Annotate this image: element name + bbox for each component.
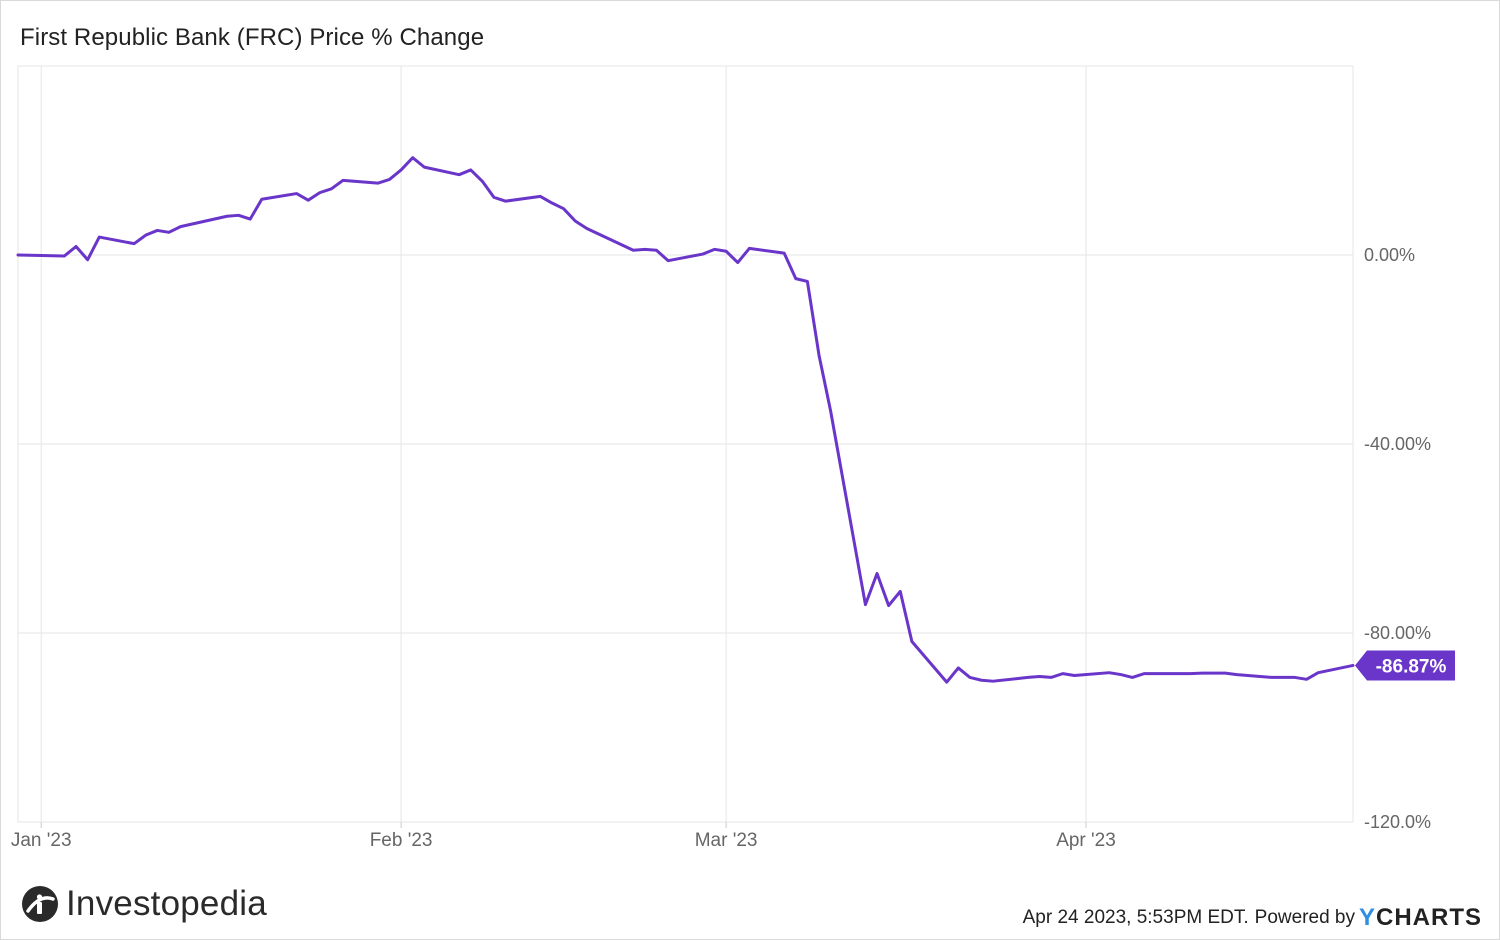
ycharts-logo-text: CHARTS	[1376, 904, 1482, 931]
investopedia-logo: Investopedia	[20, 882, 267, 926]
y-tick-label: 0.00%	[1364, 245, 1415, 265]
last-value-label: -86.87%	[1376, 656, 1447, 677]
y-tick-label: -80.00%	[1364, 623, 1431, 643]
axis-layer: 0.00% -40.00% -80.00% -120.0% Jan '23 Feb '23…	[11, 245, 1431, 851]
last-value-badge	[1355, 650, 1455, 681]
powered-by-label: Powered by	[1254, 907, 1355, 928]
y-tick-label: -120.0%	[1364, 812, 1431, 832]
price-change-line	[16, 156, 1355, 684]
line-chart: 0.00% -40.00% -80.00% -120.0% Jan '23 Feb '23…	[11, 65, 1455, 851]
x-tick-label: Apr '23	[1056, 830, 1116, 851]
ycharts-logo-y: Y	[1358, 904, 1376, 931]
x-tick-label: Jan '23	[11, 830, 72, 851]
grid-layer	[17, 65, 1354, 823]
investopedia-logo-icon	[22, 886, 58, 922]
source-attribution: Apr 24 2023, 5:53PM EDT. Powered by YCHA…	[1023, 904, 1482, 932]
series-layer	[16, 156, 1355, 684]
chart-title: First Republic Bank (FRC) Price % Change	[20, 24, 485, 51]
x-tick-label: Mar '23	[695, 830, 758, 851]
ycharts-logo: YCHARTS	[1359, 904, 1482, 932]
timestamp: Apr 24 2023, 5:53PM EDT.	[1022, 907, 1249, 928]
y-tick-label: -40.00%	[1364, 434, 1431, 454]
investopedia-wordmark: Investopedia	[66, 884, 267, 923]
x-tick-label: Feb '23	[370, 830, 433, 851]
last-value-label-group: -86.87%	[1355, 650, 1455, 681]
